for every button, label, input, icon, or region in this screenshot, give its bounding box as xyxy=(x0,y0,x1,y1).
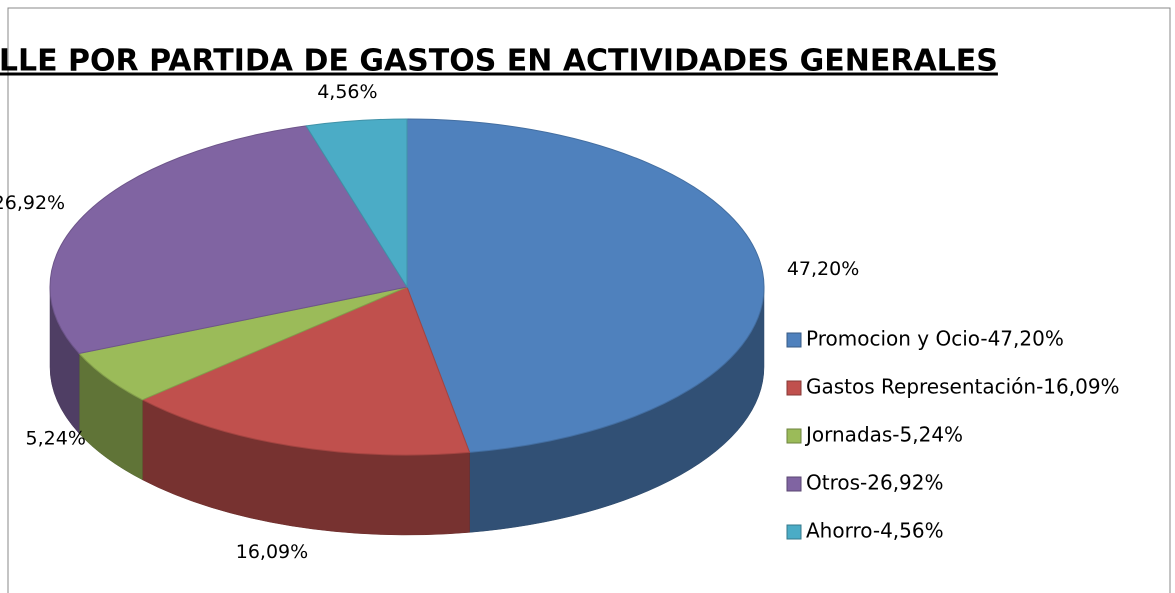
chart-title: DETALLE POR PARTIDA DE GASTOS EN ACTIVID… xyxy=(0,44,998,79)
legend-swatch xyxy=(786,524,802,540)
legend-swatch xyxy=(786,380,802,396)
legend-label: Otros-26,92% xyxy=(806,471,944,495)
legend-swatch xyxy=(786,476,802,492)
legend-label: Ahorro-4,56% xyxy=(806,519,944,543)
legend-label: Gastos Representación-16,09% xyxy=(806,375,1120,399)
legend-swatch xyxy=(786,428,802,444)
data-label: 26,92% xyxy=(0,192,65,214)
legend-label: Promocion y Ocio-47,20% xyxy=(806,327,1064,351)
data-label: 4,56% xyxy=(317,81,377,103)
legend-swatch xyxy=(786,332,802,348)
data-label: 16,09% xyxy=(236,541,308,563)
data-label: 5,24% xyxy=(26,427,86,449)
pie-slice xyxy=(305,118,408,289)
pie-slice xyxy=(49,125,408,355)
data-label: 47,20% xyxy=(787,258,859,280)
pie-slice xyxy=(406,118,765,453)
legend-label: Jornadas-5,24% xyxy=(804,423,963,447)
pie-slice xyxy=(141,286,471,456)
